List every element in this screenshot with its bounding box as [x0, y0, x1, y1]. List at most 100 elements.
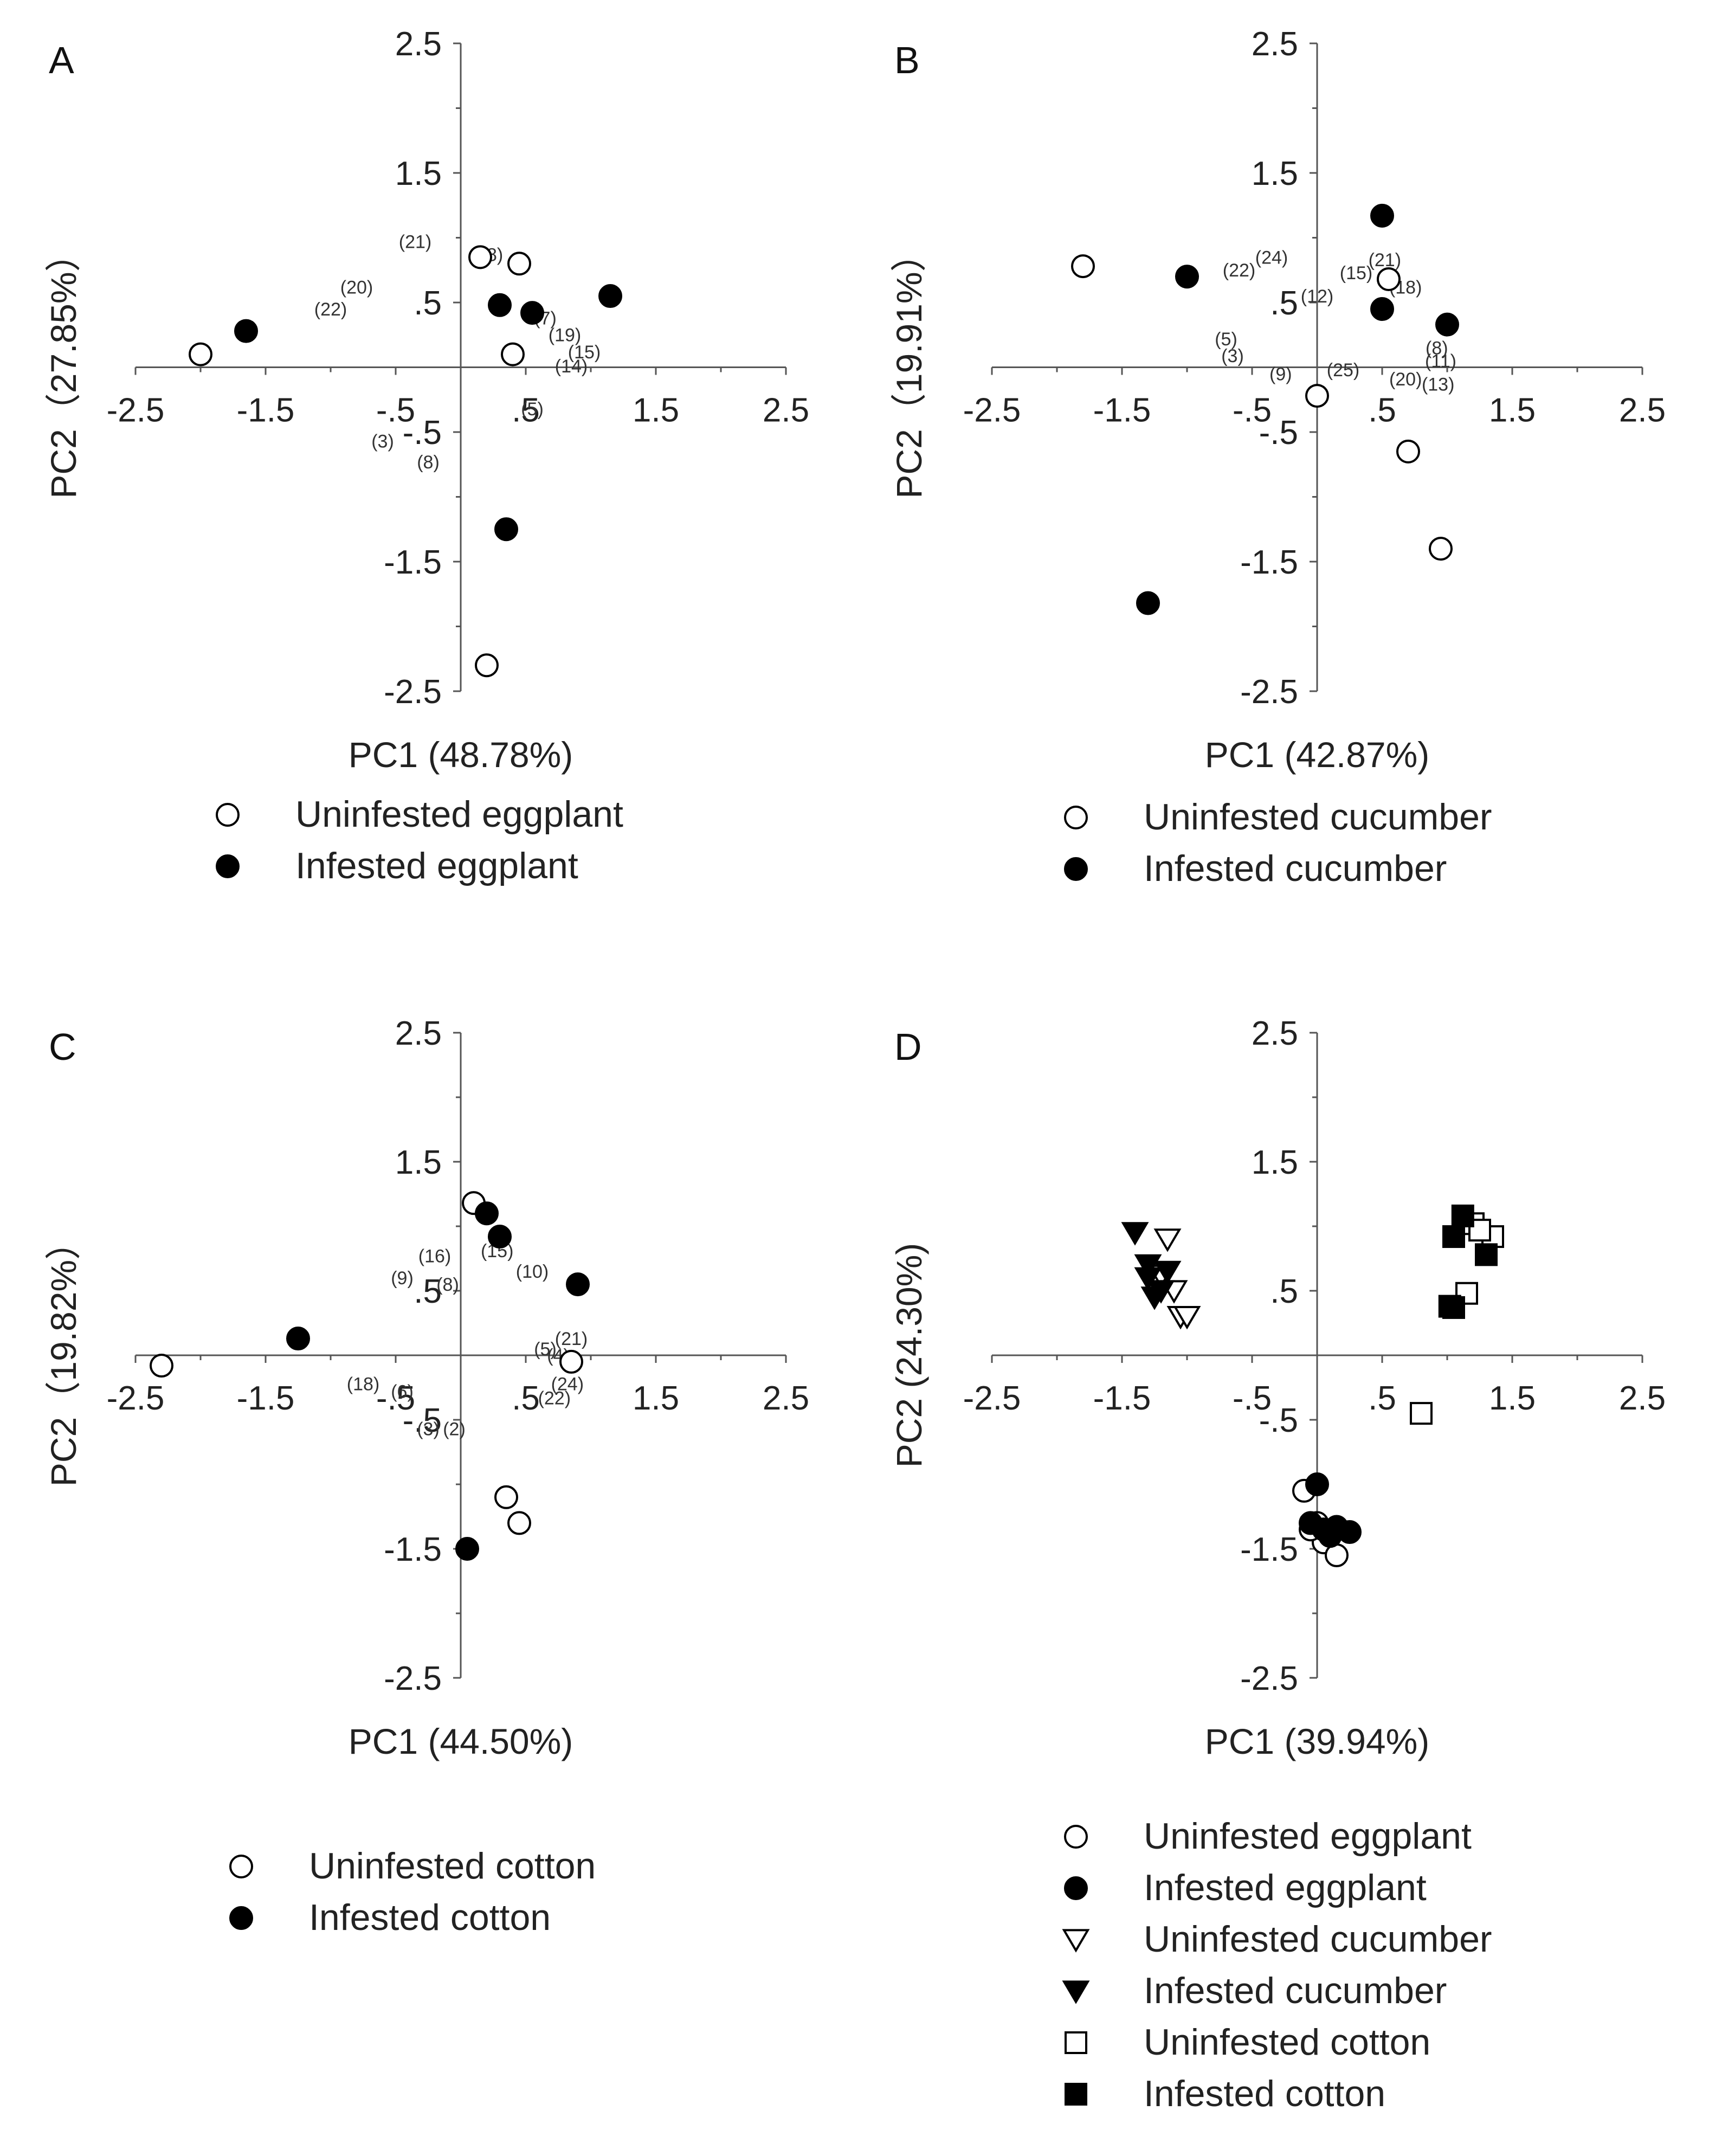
data-point — [1370, 203, 1394, 228]
y-tick-label: -2.5 — [1240, 673, 1298, 711]
y-axis-label: PC2 (24.30%) — [889, 1243, 929, 1468]
data-point — [1377, 267, 1401, 291]
legend-entry: Infested cotton — [309, 1897, 551, 1938]
series-0 — [1071, 254, 1453, 561]
x-tick-label: -.5 — [376, 392, 415, 429]
data-point — [1071, 254, 1095, 279]
y-tick-label: 2.5 — [395, 1015, 442, 1052]
data-point — [559, 1349, 583, 1374]
legend-marker — [216, 854, 240, 878]
panel-c: C -2.5 -1.5 -.5 .5 1.5 2.5 2.5 1.5 .5 -.5 -1.5 -2.5 P… — [43, 1015, 809, 1938]
data-point — [1136, 591, 1160, 615]
panel-b: B -2.5 -1.5 -.5 .5 1.5 2.5 2.5 1.5 .5 -.5 -1.5 -2.5 P… — [889, 25, 1666, 889]
point-number-label: (22) — [314, 299, 347, 320]
point-number-label: (21) — [399, 232, 431, 253]
data-point — [507, 252, 531, 276]
x-axis-label: PC1 (39.94%) — [1205, 1721, 1430, 1761]
legend-marker — [1062, 1929, 1090, 1953]
data-point — [1121, 1222, 1149, 1246]
data-point — [150, 1354, 173, 1378]
panel-a: A -2.5 -1.5 -.5 .5 1.5 2.5 2.5 1.5 .5 -.5 -1.5 -2.5 P… — [43, 25, 809, 886]
point-number-label: (8) — [417, 452, 440, 473]
data-point — [1173, 1306, 1201, 1330]
x-tick-label: 2.5 — [763, 392, 809, 429]
y-tick-label: 2.5 — [1252, 25, 1298, 63]
legend-entry: Infested cucumber — [1144, 1970, 1447, 2011]
y-tick-label: 2.5 — [395, 25, 442, 63]
legend-marker — [229, 1855, 253, 1878]
data-point — [1410, 1402, 1433, 1425]
legend-marker — [1064, 806, 1088, 829]
legend-marker — [216, 803, 240, 827]
point-number-label: (20) — [340, 277, 373, 298]
point-number-label: (11) — [1425, 351, 1456, 372]
x-tick-label: -2.5 — [963, 392, 1021, 429]
x-tick-label: 1.5 — [633, 1380, 679, 1417]
data-point — [234, 319, 258, 343]
data-point — [475, 1201, 499, 1226]
panel-letter: A — [49, 39, 74, 81]
x-tick-label: 1.5 — [1489, 1380, 1536, 1417]
point-number-label: (13) — [1422, 375, 1454, 395]
y-axis-label: PC2（27.85%） — [43, 236, 83, 498]
y-axis-label: PC2（19.91%） — [889, 236, 929, 498]
point-number-label: (3) — [1221, 346, 1244, 366]
y-tick-label: -.5 — [1259, 414, 1298, 452]
y-tick-label: -2.5 — [1240, 1660, 1298, 1697]
series-0 — [150, 1191, 583, 1535]
legend-marker — [1064, 857, 1088, 881]
y-tick-label: -1.5 — [1240, 1531, 1298, 1568]
y-tick-label: -2.5 — [384, 673, 442, 711]
x-tick-label: .5 — [512, 392, 540, 429]
y-tick-label: .5 — [1270, 1273, 1298, 1310]
x-tick-label: -.5 — [1233, 1380, 1272, 1417]
series-0 — [189, 245, 531, 678]
data-point — [488, 1225, 512, 1249]
data-point — [1435, 312, 1459, 337]
data-point — [1442, 1225, 1465, 1248]
data-point — [1429, 537, 1453, 561]
point-number-label: (19) — [549, 325, 581, 346]
legend-marker — [1065, 2031, 1087, 2054]
data-point — [455, 1537, 479, 1561]
y-tick-label: 1.5 — [1252, 155, 1298, 192]
legend-entry: Uninfested cotton — [309, 1845, 596, 1887]
point-number-label: (12) — [1301, 286, 1333, 307]
y-tick-label: .5 — [1270, 285, 1298, 322]
x-tick-label: .5 — [1368, 392, 1396, 429]
data-point — [501, 342, 525, 366]
point-number-label: (10) — [516, 1262, 549, 1282]
panel-d: D -2.5 -1.5 -.5 .5 1.5 2.5 2.5 1.5 .5 -.5 -1.5 -2.5 P… — [889, 1015, 1666, 2114]
y-tick-label: -1.5 — [384, 544, 442, 581]
point-number-label: (3) — [371, 432, 394, 452]
point-number-label: (24) — [1255, 247, 1288, 268]
data-point — [1153, 1228, 1182, 1252]
point-number-label: (5) — [534, 1339, 557, 1360]
legend-marker — [1065, 2083, 1087, 2106]
y-tick-label: -1.5 — [1240, 544, 1298, 581]
data-point — [488, 293, 512, 317]
point-number-label: (21) — [555, 1329, 588, 1349]
y-tick-label: 1.5 — [1252, 1144, 1298, 1181]
data-point — [1175, 265, 1199, 289]
x-tick-label: -.5 — [1233, 392, 1272, 429]
y-tick-label: -1.5 — [384, 1531, 442, 1568]
legend-entry: Uninfested cotton — [1144, 2022, 1430, 2063]
data-point — [1475, 1243, 1498, 1266]
point-number-label: (5) — [521, 399, 544, 420]
legend-entry: Infested cucumber — [1144, 848, 1447, 889]
point-number-label: (25) — [1327, 360, 1359, 381]
legend-marker — [1064, 1876, 1088, 1900]
data-point — [598, 284, 622, 308]
y-tick-label: -.5 — [403, 414, 442, 452]
y-tick-label: 2.5 — [1252, 1015, 1298, 1052]
point-number-label: (22) — [538, 1388, 571, 1408]
point-number-label: (8) — [436, 1275, 459, 1295]
data-point — [475, 653, 499, 678]
series-3 — [1121, 1222, 1182, 1310]
data-point — [1134, 1254, 1162, 1278]
x-tick-label: -2.5 — [107, 392, 165, 429]
point-number-label: (6) — [391, 1382, 414, 1402]
panel-letter: B — [894, 39, 920, 81]
y-tick-label: 1.5 — [395, 1144, 442, 1181]
